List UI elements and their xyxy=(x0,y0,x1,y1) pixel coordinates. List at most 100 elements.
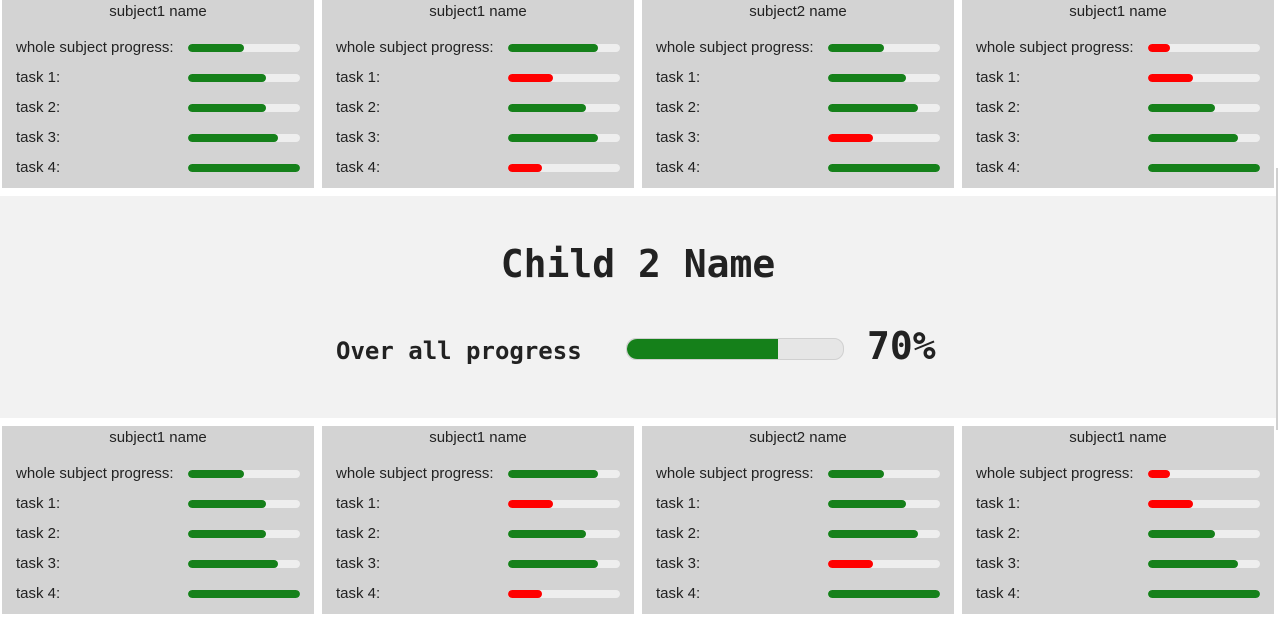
progress-bar xyxy=(1148,590,1260,598)
progress-bar xyxy=(508,104,620,112)
task-progress-row: task 4: xyxy=(976,585,1260,605)
task-progress-row: task 1: xyxy=(656,495,940,515)
progress-bar xyxy=(508,44,620,52)
progress-bar xyxy=(188,104,300,112)
whole-subject-progress-label: whole subject progress: xyxy=(976,39,1134,56)
progress-bar-fill xyxy=(1148,44,1171,52)
progress-bar xyxy=(508,164,620,172)
progress-bar-fill xyxy=(828,470,884,478)
progress-bar xyxy=(1148,134,1260,142)
subject-card: subject1 name whole subject progress: task… xyxy=(962,0,1274,188)
task-progress-row: task 4: xyxy=(336,159,620,179)
progress-bar-fill xyxy=(508,104,587,112)
task-label: task 3: xyxy=(976,129,1021,146)
progress-bar xyxy=(188,164,300,172)
subject-card: subject2 name whole subject progress: task… xyxy=(642,426,954,614)
progress-bar xyxy=(828,530,940,538)
task-progress-row: task 2: xyxy=(976,99,1260,119)
task-progress-row: task 2: xyxy=(656,99,940,119)
whole-subject-progress-row: whole subject progress: xyxy=(656,39,940,59)
progress-bar xyxy=(508,560,620,568)
whole-subject-progress-label: whole subject progress: xyxy=(336,465,494,482)
overall-progress-label: Over all progress xyxy=(336,337,582,365)
task-label: task 1: xyxy=(336,69,381,86)
progress-bar-fill xyxy=(1148,530,1216,538)
task-progress-row: task 3: xyxy=(656,129,940,149)
progress-bar-fill xyxy=(188,104,267,112)
task-progress-row: task 2: xyxy=(336,99,620,119)
progress-bar-fill xyxy=(188,560,278,568)
task-progress-row: task 3: xyxy=(336,129,620,149)
task-label: task 2: xyxy=(336,99,381,116)
task-label: task 1: xyxy=(976,69,1021,86)
task-progress-row: task 1: xyxy=(336,69,620,89)
task-label: task 3: xyxy=(976,555,1021,572)
progress-bar xyxy=(188,470,300,478)
task-label: task 4: xyxy=(976,159,1021,176)
progress-bar xyxy=(828,44,940,52)
progress-bar xyxy=(828,500,940,508)
task-progress-row: task 1: xyxy=(976,69,1260,89)
progress-bar-fill xyxy=(188,590,300,598)
progress-bar-fill xyxy=(1148,590,1260,598)
task-progress-row: task 1: xyxy=(656,69,940,89)
progress-bar xyxy=(1148,104,1260,112)
progress-bar-fill xyxy=(828,104,918,112)
overall-progress-percent: 70% xyxy=(867,324,936,368)
task-progress-row: task 2: xyxy=(336,525,620,545)
progress-bar xyxy=(188,500,300,508)
task-progress-row: task 1: xyxy=(16,495,300,515)
task-label: task 1: xyxy=(976,495,1021,512)
task-progress-row: task 3: xyxy=(976,555,1260,575)
task-label: task 2: xyxy=(336,525,381,542)
task-label: task 3: xyxy=(336,555,381,572)
whole-subject-progress-label: whole subject progress: xyxy=(656,39,814,56)
progress-bar xyxy=(188,530,300,538)
progress-bar-fill xyxy=(508,530,587,538)
progress-bar xyxy=(828,74,940,82)
task-progress-row: task 4: xyxy=(656,585,940,605)
task-label: task 1: xyxy=(16,69,61,86)
progress-bar-fill xyxy=(828,164,940,172)
progress-bar-fill xyxy=(828,134,873,142)
progress-bar-fill xyxy=(1148,164,1260,172)
subject-cards-top-row: subject1 name whole subject progress: task… xyxy=(0,0,1280,188)
progress-bar xyxy=(188,134,300,142)
subject-card: subject1 name whole subject progress: task… xyxy=(322,426,634,614)
progress-bar-fill xyxy=(828,74,907,82)
task-label: task 3: xyxy=(656,129,701,146)
task-label: task 4: xyxy=(336,159,381,176)
progress-bar-fill xyxy=(508,164,542,172)
task-label: task 2: xyxy=(16,99,61,116)
subject-title: subject1 name xyxy=(429,3,527,20)
whole-subject-progress-row: whole subject progress: xyxy=(976,465,1260,485)
task-progress-row: task 4: xyxy=(336,585,620,605)
child-name-heading: Child 2 Name xyxy=(500,242,776,286)
progress-bar xyxy=(188,590,300,598)
subject-card: subject1 name whole subject progress: task… xyxy=(2,0,314,188)
progress-bar-fill xyxy=(508,44,598,52)
progress-bar xyxy=(1148,530,1260,538)
task-progress-row: task 4: xyxy=(976,159,1260,179)
task-label: task 3: xyxy=(16,555,61,572)
progress-bar xyxy=(828,134,940,142)
progress-bar-fill xyxy=(188,500,267,508)
progress-bar xyxy=(1148,74,1260,82)
progress-bar-fill xyxy=(508,560,598,568)
progress-bar xyxy=(1148,500,1260,508)
child-summary-panel: Child 2 Name Over all progress 70% xyxy=(0,196,1276,418)
whole-subject-progress-row: whole subject progress: xyxy=(976,39,1260,59)
task-progress-row: task 3: xyxy=(976,129,1260,149)
progress-bar-fill xyxy=(508,590,542,598)
subject-title: subject1 name xyxy=(429,429,527,446)
progress-bar xyxy=(828,590,940,598)
progress-bar xyxy=(828,560,940,568)
progress-bar xyxy=(1148,470,1260,478)
task-label: task 1: xyxy=(656,69,701,86)
progress-bar-fill xyxy=(188,164,300,172)
progress-bar xyxy=(188,44,300,52)
task-label: task 2: xyxy=(976,99,1021,116)
subject-card: subject1 name whole subject progress: task… xyxy=(322,0,634,188)
progress-bar-fill xyxy=(1148,104,1216,112)
whole-subject-progress-label: whole subject progress: xyxy=(16,39,174,56)
